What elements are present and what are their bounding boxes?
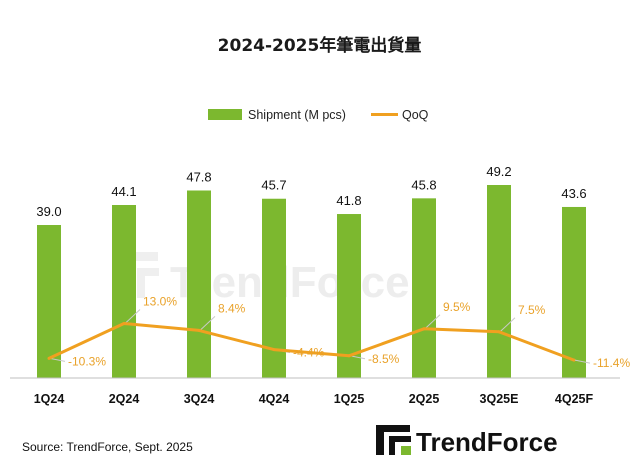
bar-2q24 (112, 205, 136, 378)
qoq-leader-line (424, 314, 441, 330)
qoq-leader-line (499, 317, 516, 333)
bar-value-label: 41.8 (336, 193, 361, 208)
category-label: 3Q25E (480, 392, 519, 406)
category-label: 4Q25F (555, 392, 594, 406)
category-labels: 1Q24 2Q24 3Q24 4Q24 1Q25 2Q25 3Q25E 4Q25F (34, 392, 594, 406)
bar-value-label: 44.1 (111, 184, 136, 199)
bar-4q25f (562, 206, 586, 378)
qoq-leader-line (124, 309, 141, 324)
qoq-line (48, 322, 575, 362)
legend-label-shipment: Shipment (M pcs) (248, 108, 346, 122)
qoq-value-label: -4.4% (293, 346, 325, 360)
legend: Shipment (M pcs) QoQ (208, 108, 429, 122)
bar-1q24 (37, 225, 61, 378)
qoq-leader-line (349, 355, 366, 360)
chart-title: 2024-2025年筆電出貨量 (218, 35, 422, 56)
bar-value-label: 49.2 (486, 164, 511, 179)
bar-1q25 (337, 214, 361, 378)
bar-series (37, 185, 586, 378)
logo-text: TrendForce (416, 427, 558, 457)
qoq-value-label: 7.5% (518, 303, 546, 317)
qoq-leader-line (574, 359, 591, 364)
bar-value-label: 43.6 (561, 186, 586, 201)
qoq-value-label: -8.5% (368, 352, 400, 366)
bar-2q25 (412, 198, 436, 378)
qoq-value-label: 8.4% (218, 301, 246, 315)
category-label: 4Q24 (259, 392, 290, 406)
category-label: 1Q25 (334, 392, 365, 406)
legend-label-qoq: QoQ (402, 108, 429, 122)
category-label: 2Q25 (409, 392, 440, 406)
trendforce-logo-icon (376, 425, 411, 455)
legend-swatch-shipment (208, 109, 242, 120)
qoq-labels: -10.3% 13.0% 8.4% -4.4% -8.5% 9.5% 7.5% -11.4% (68, 295, 630, 371)
qoq-value-label: -10.3% (68, 354, 106, 368)
bar-3q24 (187, 190, 211, 378)
qoq-leader-line (199, 316, 216, 331)
bar-value-label: 45.8 (411, 177, 436, 192)
bar-value-label: 47.8 (186, 169, 211, 184)
qoq-value-label: 13.0% (143, 295, 177, 309)
bar-3q25e (487, 185, 511, 378)
qoq-value-label: 9.5% (443, 300, 471, 314)
category-label: 1Q24 (34, 392, 65, 406)
qoq-leader-line (49, 357, 66, 362)
source-note: Source: TrendForce, Sept. 2025 (22, 440, 193, 454)
bar-labels: 39.0 44.1 47.8 45.7 41.8 45.8 49.2 43.6 (36, 164, 586, 219)
bar-value-label: 45.7 (261, 178, 286, 193)
category-label: 2Q24 (109, 392, 140, 406)
bar-value-label: 39.0 (36, 204, 61, 219)
category-label: 3Q24 (184, 392, 215, 406)
qoq-value-label: -11.4% (593, 356, 630, 370)
